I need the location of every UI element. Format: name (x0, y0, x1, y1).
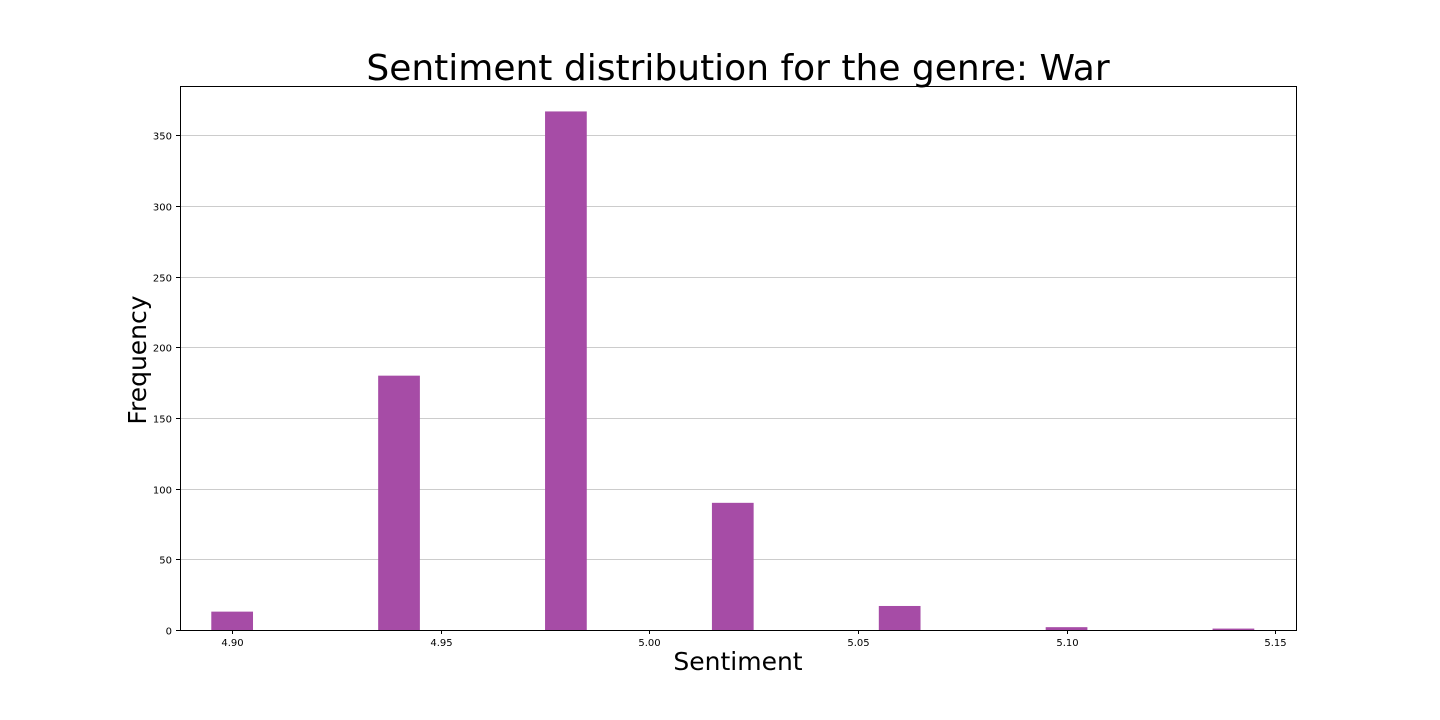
histogram-bar (878, 605, 921, 630)
histogram-bar (1212, 628, 1255, 630)
chart-title: Sentiment distribution for the genre: Wa… (366, 48, 1109, 89)
plot-frame (180, 86, 1297, 631)
x-axis-label: Sentiment (673, 647, 802, 676)
x-tick-label: 5.10 (1056, 638, 1078, 649)
x-tick-label: 4.95 (430, 638, 452, 649)
y-axis-label: Frequency (123, 295, 152, 424)
x-tick-label: 5.15 (1264, 638, 1286, 649)
y-tick-label: 200 (153, 344, 172, 355)
y-tick-label: 100 (153, 486, 172, 497)
y-tick-label: 350 (153, 132, 172, 143)
y-tick-label: 150 (153, 415, 172, 426)
x-tick-label: 4.90 (221, 638, 243, 649)
y-tick-label: 300 (153, 203, 172, 214)
grid-lines (180, 135, 1296, 560)
y-tick-label: 0 (166, 627, 172, 638)
x-axis-ticks: 4.90 4.95 5.00 5.05 5.10 5.15 (221, 630, 1287, 649)
x-tick-label: 5.00 (638, 638, 660, 649)
y-axis-ticks: 0 50 100 150 200 250 300 350 (153, 132, 180, 638)
bars (211, 111, 1255, 630)
y-tick-label: 50 (159, 556, 172, 567)
y-tick-label: 250 (153, 274, 172, 285)
histogram-bar (211, 611, 254, 630)
histogram-bar (711, 502, 754, 630)
x-tick-label: 5.05 (847, 638, 869, 649)
histogram-bar (1045, 627, 1088, 630)
histogram-bar (378, 375, 420, 630)
histogram-bar (545, 111, 587, 630)
